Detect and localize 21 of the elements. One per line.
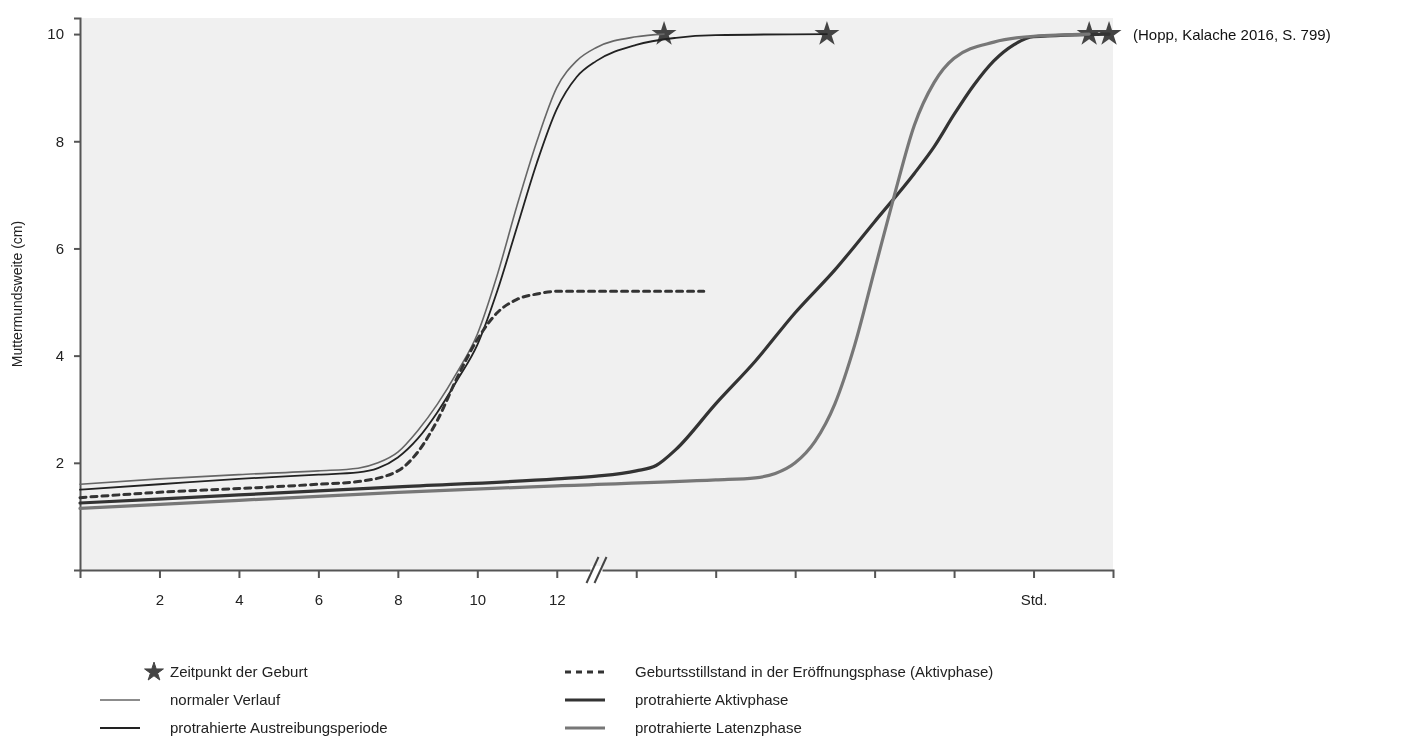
x-tick-label: 2 — [155, 590, 165, 608]
y-tick-label: 6 — [55, 239, 64, 257]
legend-label: protrahierte Austreibungsperiode — [170, 719, 388, 736]
legend-label: protrahierte Latenzphase — [635, 719, 802, 736]
y-axis-title: Muttermundsweite (cm) — [9, 220, 25, 368]
x-tick-label: 6 — [314, 590, 324, 608]
text: (Hopp, Kalache 2016, S. 799) — [1133, 26, 1331, 43]
legend-label: normaler Verlauf — [170, 691, 281, 708]
y-tick-label: 4 — [55, 346, 64, 364]
y-tick-label: 2 — [55, 454, 64, 472]
legend-label: Zeitpunkt der Geburt — [170, 663, 309, 680]
y-tick-label: 10 — [47, 25, 64, 43]
line-series — [78, 289, 706, 500]
x-tick-label: 8 — [394, 590, 403, 608]
y-tick-label: 8 — [55, 132, 64, 150]
x-tick-label: 12 — [548, 590, 566, 608]
x-tick-label: Std. — [1020, 590, 1048, 608]
legend-label: protrahierte Aktivphase — [635, 691, 789, 708]
x-tick-label: 10 — [469, 590, 487, 608]
x-tick-label: 4 — [235, 590, 244, 608]
legend-label: Geburtsstillstand in der Eröffnungsphase (Aktivphase) — [635, 663, 994, 680]
